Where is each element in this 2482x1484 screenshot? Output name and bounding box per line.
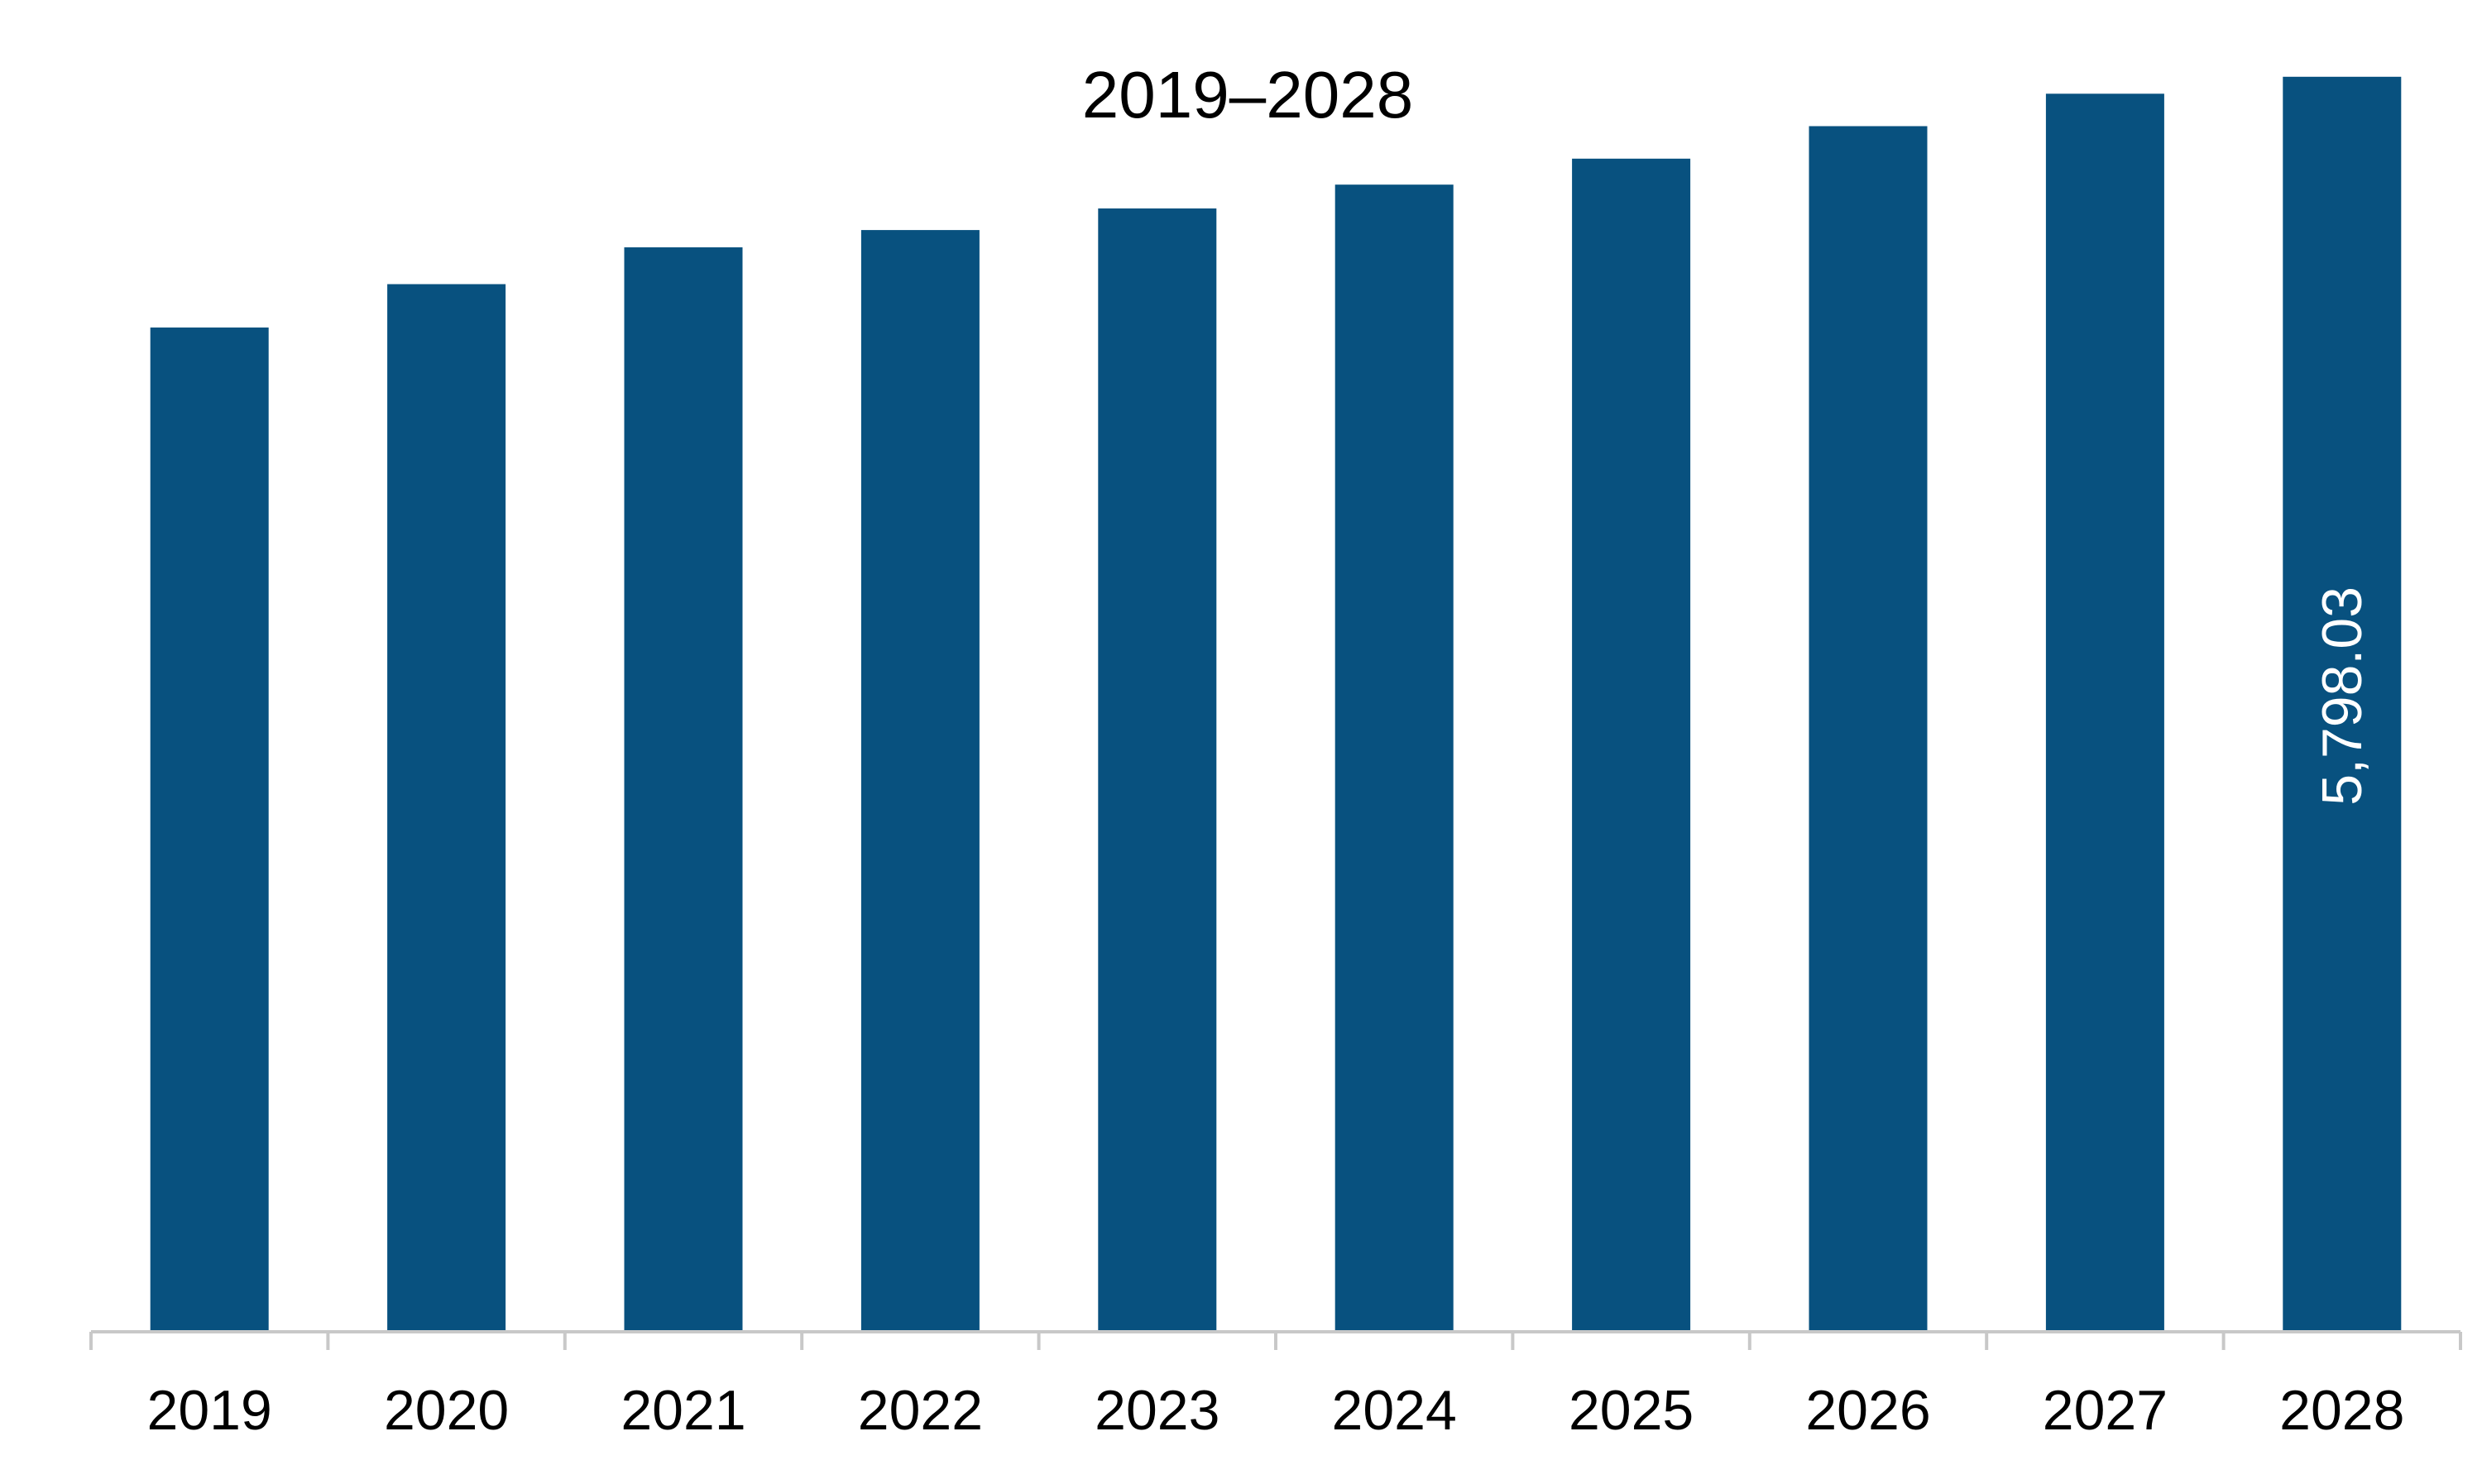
x-tick-label-2021: 2021 <box>620 1379 745 1442</box>
x-tick-label-2023: 2023 <box>1095 1379 1219 1442</box>
bar-2028 <box>2283 76 2402 1332</box>
data-label-2028: 5,798.03 <box>2311 586 2374 806</box>
x-tick-label-2026: 2026 <box>1805 1379 1930 1442</box>
bar-2022 <box>860 230 980 1333</box>
x-axis-labels: 2019 2020 2021 2022 2023 2024 2025 2026 2027 2028 <box>147 1379 2405 1442</box>
bar-2020 <box>387 284 506 1332</box>
bar-2021 <box>624 247 743 1332</box>
data-labels: 5,798.03 <box>2311 586 2374 806</box>
x-tick-label-2028: 2028 <box>2279 1379 2404 1442</box>
chart-title: 2019–2028 <box>1082 58 1413 132</box>
x-tick-label-2024: 2024 <box>1332 1379 1457 1442</box>
bar-2024 <box>1334 184 1454 1333</box>
x-axis-ticks <box>89 1332 2462 1350</box>
x-tick-label-2019: 2019 <box>147 1379 272 1442</box>
x-tick-label-2025: 2025 <box>1569 1379 1694 1442</box>
bar-2019 <box>150 327 269 1332</box>
bar-2025 <box>1572 158 1691 1332</box>
x-tick-label-2022: 2022 <box>858 1379 983 1442</box>
bar-2026 <box>1809 126 1928 1332</box>
x-tick-label-2020: 2020 <box>384 1379 509 1442</box>
bar-2023 <box>1098 208 1217 1332</box>
bar-2027 <box>2045 93 2164 1332</box>
bars-group <box>150 76 2402 1333</box>
x-tick-label-2027: 2027 <box>2043 1379 2168 1442</box>
